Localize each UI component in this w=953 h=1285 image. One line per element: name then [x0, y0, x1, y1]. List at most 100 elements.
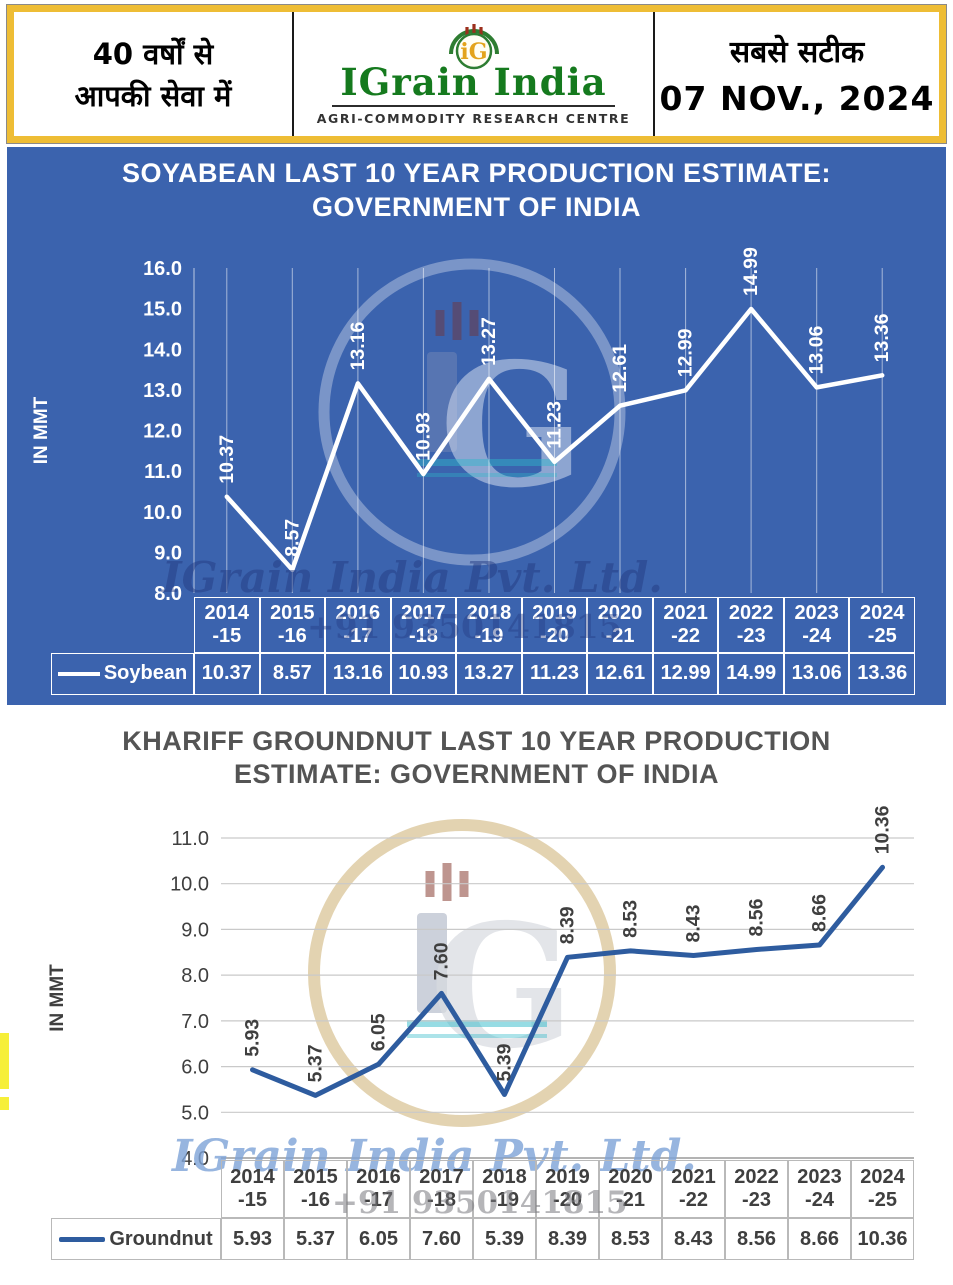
series-line-swatch — [57, 671, 100, 676]
value-cell: 12.61 — [587, 652, 653, 695]
data-label: 10.36 — [872, 805, 894, 854]
value-cell: 13.16 — [325, 652, 391, 695]
data-label: 8.56 — [746, 898, 768, 936]
value-cell: 8.56 — [725, 1218, 788, 1260]
y-tick-label: 14.0 — [143, 339, 182, 361]
brand-subtitle: AGRI-COMMODITY RESEARCH CENTRE — [316, 111, 631, 126]
year-cell: 2021 -22 — [662, 1160, 725, 1218]
value-cell: 14.99 — [718, 652, 784, 695]
data-label: 8.39 — [557, 906, 579, 944]
legend-cell: Soybean — [51, 652, 194, 695]
y-tick-label: 4.0 — [181, 1148, 209, 1170]
value-cell: 12.99 — [652, 652, 719, 695]
y-tick-label: 11.0 — [144, 461, 182, 483]
y-tick-label: 12.0 — [143, 420, 182, 442]
series-line-swatch — [59, 1236, 106, 1242]
y-tick-label: 11.0 — [172, 828, 209, 850]
year-cell: 2020 -21 — [599, 1160, 662, 1218]
tagline-line2: आपकी सेवा में — [74, 78, 232, 113]
legend-cell: Groundnut — [51, 1218, 221, 1260]
value-cell: 7.60 — [410, 1218, 473, 1260]
header-brand-block: iG IGrain India AGRI-COMMODITY RESEARCH … — [294, 12, 655, 136]
y-tick-label: 8.0 — [154, 583, 182, 605]
year-cell: 2018 -19 — [473, 1160, 536, 1218]
accuracy-label: सबसे सटीक — [729, 35, 865, 70]
y-tick-label: 10.0 — [170, 874, 209, 896]
value-cell: 5.37 — [284, 1218, 347, 1260]
year-cell: 2022 -23 — [718, 596, 784, 653]
table-corner — [7, 597, 194, 653]
data-label: 8.57 — [281, 518, 303, 556]
y-tick-label: 9.0 — [181, 919, 209, 941]
y-axis-title: IN MMT — [47, 964, 68, 1032]
groundnut-title-line1: KHARIFF GROUNDNUT LAST 10 YEAR PRODUCTIO… — [122, 725, 831, 756]
groundnut-chart-title: KHARIFF GROUNDNUT LAST 10 YEAR PRODUCTIO… — [7, 725, 946, 793]
value-cell: 8.53 — [599, 1218, 662, 1260]
data-label: 13.27 — [478, 317, 500, 366]
value-cell: 11.23 — [521, 652, 588, 695]
header-date-block: सबसे सटीक 07 NOV., 2024 — [655, 12, 939, 136]
year-cell: 2024 -25 — [851, 1160, 914, 1218]
year-cell: 2016 -17 — [325, 596, 391, 653]
tagline-line1: 40 वर्षों से — [92, 36, 214, 71]
y-tick-label: 10.0 — [143, 501, 182, 523]
data-label: 13.16 — [347, 321, 369, 370]
year-cell: 2017 -18 — [390, 596, 457, 653]
data-label: 5.93 — [242, 1019, 264, 1057]
table-corner — [7, 1160, 221, 1218]
year-cell: 2023 -24 — [783, 596, 850, 653]
data-label: 5.39 — [494, 1043, 516, 1081]
soybean-chart-panel: SOYABEAN LAST 10 YEAR PRODUCTION ESTIMAT… — [7, 147, 946, 705]
value-cell: 8.43 — [662, 1218, 725, 1260]
year-cell: 2020 -21 — [587, 596, 653, 653]
value-cell: 10.36 — [851, 1218, 914, 1260]
year-cell: 2016 -17 — [347, 1160, 410, 1218]
y-tick-label: 9.0 — [154, 542, 182, 564]
groundnut-data-table: 2014 -15 2015 -16 2016 -17 2017 -18 2018 -19 2019-… — [7, 1160, 946, 1260]
data-label: 13.06 — [806, 325, 828, 374]
data-label: 14.99 — [740, 247, 762, 296]
year-cell: 2021 -22 — [652, 596, 719, 653]
data-label: 8.66 — [809, 894, 831, 932]
data-label: 12.61 — [609, 343, 631, 392]
logo-circle — [455, 32, 492, 70]
y-axis-title: IN MMT — [31, 396, 52, 464]
year-cell: 2019 -20 — [521, 596, 588, 653]
year-cell: 2023 -24 — [788, 1160, 851, 1218]
soybean-title-line2: GOVERNMENT OF INDIA — [311, 191, 641, 222]
soybean-line-chart: 8.0 9.0 10.0 11.0 12.0 13.0 14.0 15.0 16.0 IN MMT… — [31, 247, 893, 605]
value-cell: 6.05 — [347, 1218, 410, 1260]
year-cell: 2022 -23 — [725, 1160, 788, 1218]
yellow-highlight-mark — [0, 1033, 9, 1089]
logo-monogram: iG — [460, 39, 487, 65]
data-label: 13.36 — [871, 313, 893, 362]
value-cell: 13.06 — [783, 652, 850, 695]
year-cell: 2017 -18 — [410, 1160, 473, 1218]
y-tick-label: 6.0 — [181, 1057, 209, 1079]
y-tick-label: 16.0 — [143, 258, 182, 280]
soybean-title-line1: SOYABEAN LAST 10 YEAR PRODUCTION ESTIMAT… — [121, 158, 832, 188]
header: 40 वर्षों से आपकी सेवा में iG IGrain Ind… — [7, 5, 946, 143]
year-cell: 2024 -25 — [849, 596, 916, 653]
value-cell: 8.39 — [536, 1218, 599, 1260]
report-date: 07 NOV., 2024 — [659, 79, 935, 118]
value-cell: 8.66 — [788, 1218, 851, 1260]
yellow-highlight-mark — [0, 1097, 9, 1110]
value-cell: 10.37 — [194, 652, 260, 695]
data-label: 12.99 — [675, 328, 697, 377]
value-cell: 13.36 — [849, 652, 916, 695]
series-name: Soybean — [103, 662, 188, 684]
year-cell: 2015 -16 — [259, 596, 326, 653]
data-label: 8.43 — [683, 904, 705, 942]
y-tick-label: 8.0 — [181, 965, 209, 987]
year-cell: 2019 -20 — [536, 1160, 599, 1218]
brand-name: IGrain India — [332, 64, 615, 107]
value-cell: 13.27 — [456, 652, 522, 695]
data-label: 10.37 — [216, 434, 238, 483]
value-cell: 5.39 — [473, 1218, 536, 1260]
soybean-data-table: 2014 -15 2015 -16 2016 -17 2017 -18 2018 -19 2019-… — [7, 596, 946, 695]
value-cell: 8.57 — [259, 652, 326, 695]
data-label: 7.60 — [431, 942, 453, 980]
y-tick-label: 7.0 — [181, 1011, 209, 1033]
data-label: 8.53 — [620, 900, 642, 938]
